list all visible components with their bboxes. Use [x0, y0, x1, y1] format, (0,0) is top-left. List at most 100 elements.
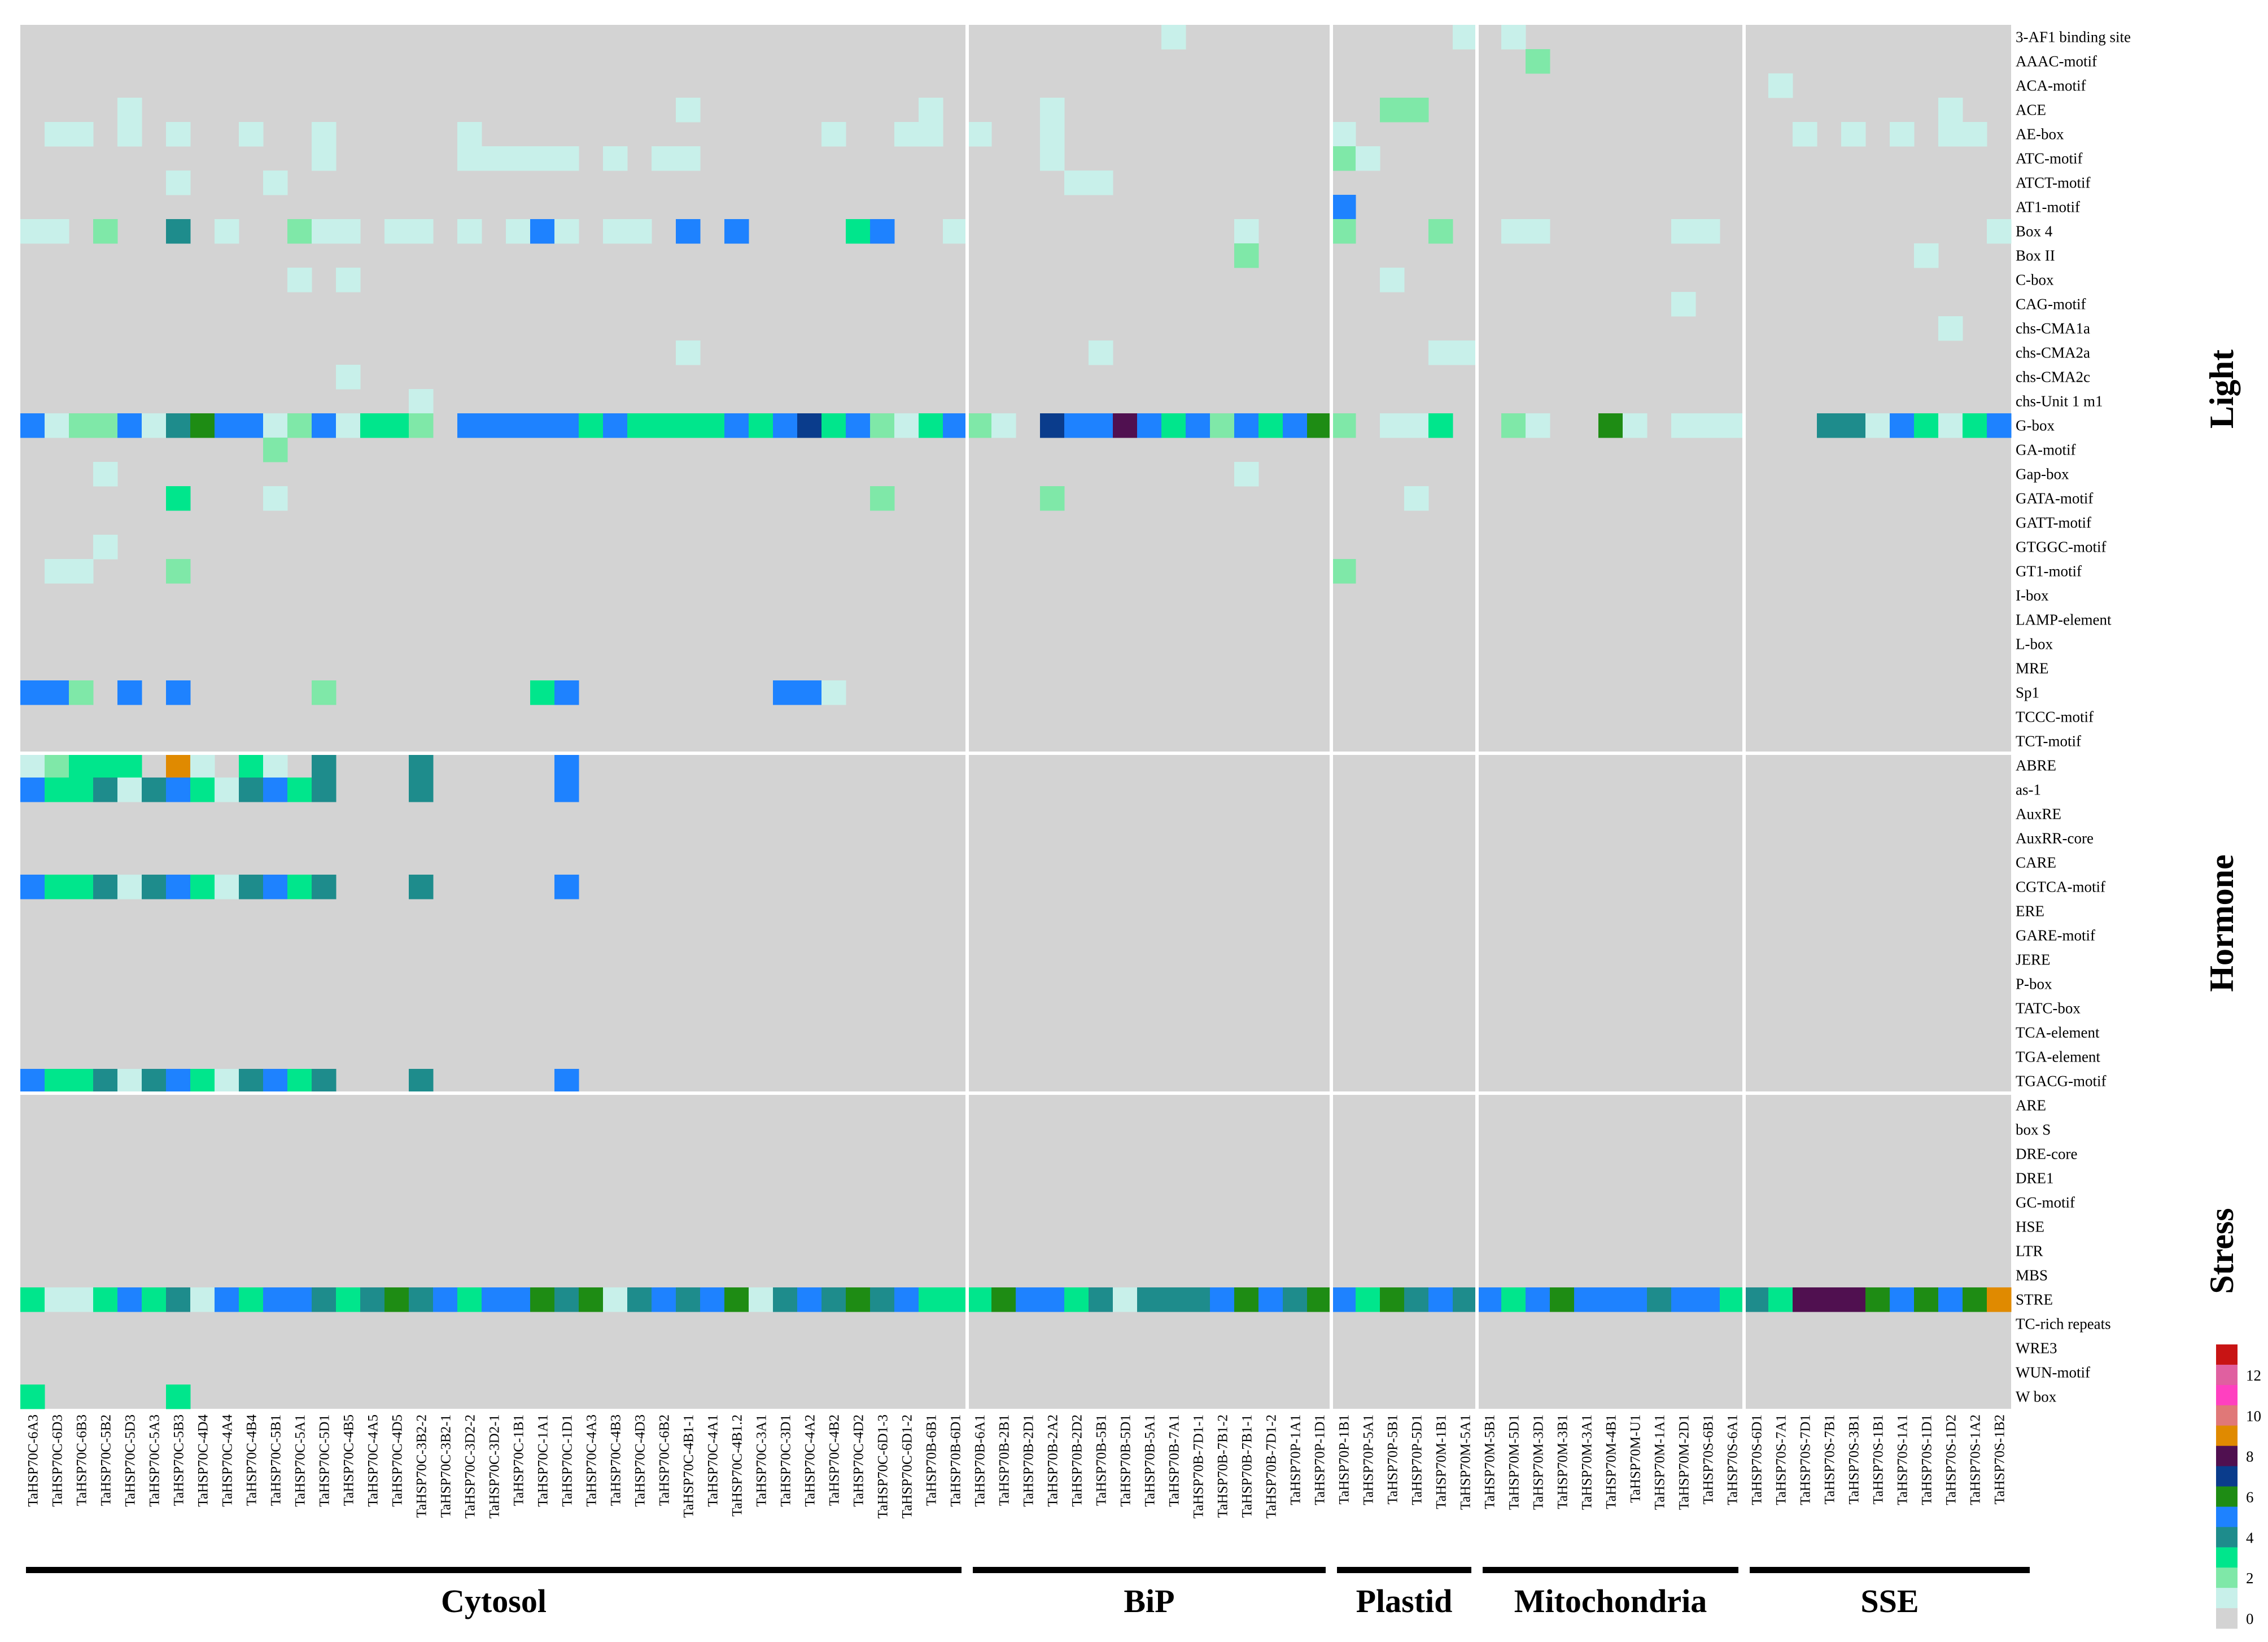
heatmap-cell: [239, 1069, 264, 1094]
column-label: TaHSP70C-5D1: [317, 1414, 333, 1507]
heatmap-cell: [894, 413, 919, 438]
column-label: TaHSP70C-4A5: [366, 1414, 381, 1507]
row-label: ERE: [2016, 903, 2044, 920]
heatmap-cell: [166, 171, 191, 195]
heatmap-cell: [215, 1287, 239, 1312]
column-label: TaHSP70P-5B1: [1386, 1414, 1401, 1504]
heatmap-cell: [919, 1287, 943, 1312]
heatmap-cell: [1671, 413, 1696, 438]
heatmap-cell: [1526, 1287, 1550, 1312]
row-label: ACE: [2016, 102, 2046, 119]
heatmap-cell: [1768, 1287, 1793, 1312]
row-label: Box II: [2016, 247, 2055, 264]
legend-tick-label: 12: [2246, 1367, 2261, 1384]
heatmap-cell: [312, 875, 337, 899]
column-label: TaHSP70M-5D1: [1507, 1414, 1522, 1510]
row-label: GTGGC-motif: [2016, 539, 2106, 556]
heatmap-cell: [554, 753, 579, 778]
heatmap-cell: [821, 413, 846, 438]
heatmap-cell: [263, 413, 288, 438]
heatmap-cell: [215, 1069, 239, 1094]
heatmap-cell: [530, 219, 555, 244]
column-label: TaHSP70S-7D1: [1798, 1414, 1813, 1505]
column-label: TaHSP70M-U1: [1628, 1414, 1644, 1503]
heatmap-cell: [166, 219, 191, 244]
heatmap-cell: [287, 1069, 312, 1094]
heatmap-cell: [20, 753, 45, 778]
row-label: AuxRR-core: [2016, 830, 2094, 847]
column-label: TaHSP70C-3B2-2: [414, 1414, 430, 1518]
row-label: JERE: [2016, 951, 2051, 968]
heatmap-cell: [142, 1069, 167, 1094]
heatmap-cell: [1453, 340, 1478, 365]
column-label: TaHSP70C-3A1: [754, 1414, 770, 1507]
heatmap-cell: [1938, 98, 1963, 123]
heatmap-cell: [1598, 1287, 1623, 1312]
heatmap-cell: [360, 1287, 385, 1312]
heatmap-cell: [870, 486, 895, 511]
row-label: GA-motif: [2016, 442, 2075, 458]
legend-swatch: [2216, 1506, 2238, 1527]
row-label: chs-CMA2c: [2016, 369, 2090, 386]
row-label: ACA-motif: [2016, 77, 2086, 94]
column-label: TaHSP70S-6B1: [1701, 1414, 1716, 1504]
heatmap-cell: [821, 1287, 846, 1312]
heatmap-cell: [1695, 1287, 1720, 1312]
heatmap-cell: [1768, 73, 1793, 98]
heatmap-cell: [93, 875, 118, 899]
heatmap-cell: [117, 413, 142, 438]
heatmap-cell: [1890, 122, 1915, 147]
heatmap-cell: [263, 486, 288, 511]
column-label: TaHSP70B-7A1: [1167, 1414, 1182, 1507]
column-label: TaHSP70S-7A1: [1774, 1414, 1789, 1505]
heatmap-cell: [312, 122, 337, 147]
heatmap-cell: [506, 413, 531, 438]
heatmap-cell: [142, 778, 167, 802]
heatmap-cell: [1258, 413, 1283, 438]
heatmap-cell: [676, 1287, 701, 1312]
row-label: DRE-core: [2016, 1146, 2077, 1163]
heatmap-cell: [1501, 413, 1526, 438]
heatmap-cell: [749, 1287, 774, 1312]
row-label: GT1-motif: [2016, 563, 2082, 580]
heatmap-cell: [69, 122, 94, 147]
column-label: TaHSP70B-2D1: [1021, 1414, 1037, 1507]
heatmap-cell: [287, 219, 312, 244]
heatmap-cell: [457, 413, 482, 438]
heatmap-cell: [239, 122, 264, 147]
group-bar: [1483, 1567, 1738, 1573]
heatmap-cell: [117, 122, 142, 147]
category-label: Stress: [2203, 1208, 2240, 1294]
column-labels: TaHSP70C-6A3 TaHSP70C-6D3 TaHSP70C-6B3 TaHS…: [26, 1414, 2008, 1519]
heatmap-cell: [20, 1385, 45, 1409]
legend-tick-label: 6: [2246, 1488, 2254, 1505]
column-label: TaHSP70M-3D1: [1531, 1414, 1546, 1510]
column-label: TaHSP70C-1A1: [536, 1414, 551, 1507]
column-label: TaHSP70S-1A1: [1895, 1414, 1911, 1505]
legend-tick-label: 2: [2246, 1570, 2254, 1587]
heatmap-cell: [1016, 1287, 1041, 1312]
heatmap-cell: [1356, 1287, 1380, 1312]
column-label: TaHSP70C-3B2-1: [439, 1414, 454, 1518]
column-label: TaHSP70C-1D1: [560, 1414, 575, 1507]
heatmap-cell: [1865, 413, 1890, 438]
heatmap-cell: [676, 340, 701, 365]
group-separator-vertical: [1742, 25, 1746, 1409]
heatmap-cell: [1404, 1287, 1429, 1312]
column-label: TaHSP70C-4D2: [851, 1414, 867, 1507]
heatmap-cell: [1331, 1287, 1356, 1312]
heatmap-cell: [20, 413, 45, 438]
heatmap-cell: [312, 680, 337, 705]
column-label: TaHSP70S-1A2: [1968, 1414, 1983, 1505]
heatmap-cell: [190, 1287, 215, 1312]
heatmap-cell: [93, 753, 118, 778]
column-label: TaHSP70C-4D3: [633, 1414, 648, 1507]
heatmap-cell: [263, 1069, 288, 1094]
heatmap-cell: [287, 268, 312, 292]
heatmap-cell: [967, 413, 992, 438]
heatmap-cell: [1987, 1287, 2012, 1312]
heatmap-cell: [1938, 413, 1963, 438]
heatmap-cell: [1331, 219, 1356, 244]
heatmap-cell: [69, 875, 94, 899]
